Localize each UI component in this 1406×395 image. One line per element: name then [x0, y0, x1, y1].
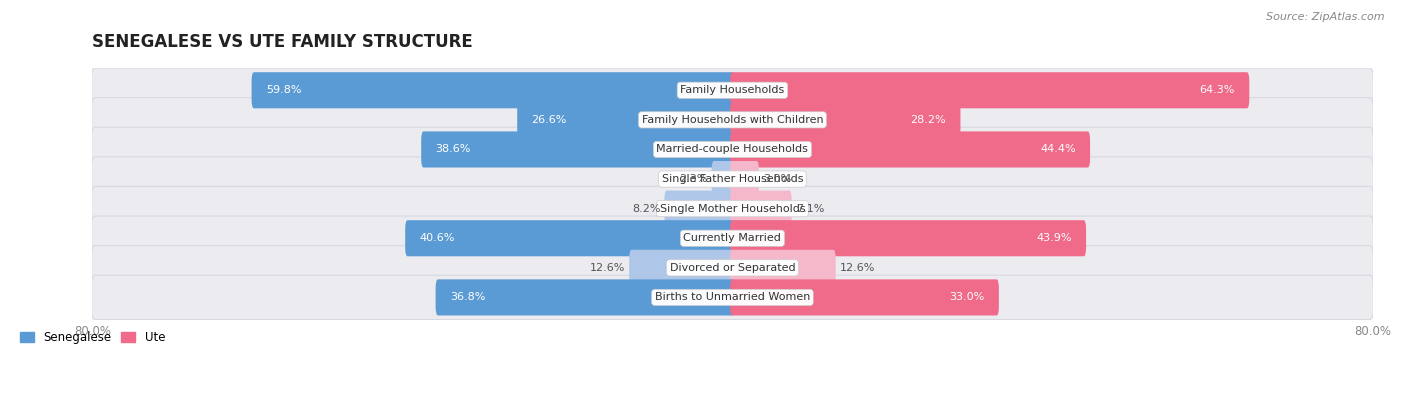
- Text: Births to Unmarried Women: Births to Unmarried Women: [655, 292, 810, 303]
- Text: 44.4%: 44.4%: [1040, 145, 1076, 154]
- FancyBboxPatch shape: [91, 157, 1374, 201]
- Text: 40.6%: 40.6%: [419, 233, 456, 243]
- Text: 28.2%: 28.2%: [911, 115, 946, 125]
- Text: Married-couple Households: Married-couple Households: [657, 145, 808, 154]
- Text: 33.0%: 33.0%: [949, 292, 984, 303]
- FancyBboxPatch shape: [730, 250, 835, 286]
- FancyBboxPatch shape: [91, 68, 1374, 113]
- Text: 36.8%: 36.8%: [450, 292, 485, 303]
- Legend: Senegalese, Ute: Senegalese, Ute: [15, 327, 170, 349]
- FancyBboxPatch shape: [730, 279, 998, 316]
- Text: 26.6%: 26.6%: [531, 115, 567, 125]
- Text: 59.8%: 59.8%: [266, 85, 301, 95]
- FancyBboxPatch shape: [730, 132, 1090, 167]
- FancyBboxPatch shape: [91, 216, 1374, 260]
- FancyBboxPatch shape: [730, 72, 1250, 108]
- FancyBboxPatch shape: [730, 191, 792, 227]
- FancyBboxPatch shape: [730, 102, 960, 138]
- Text: 43.9%: 43.9%: [1036, 233, 1071, 243]
- FancyBboxPatch shape: [422, 132, 735, 167]
- FancyBboxPatch shape: [91, 127, 1374, 172]
- Text: SENEGALESE VS UTE FAMILY STRUCTURE: SENEGALESE VS UTE FAMILY STRUCTURE: [93, 33, 472, 51]
- FancyBboxPatch shape: [91, 186, 1374, 231]
- Text: Family Households: Family Households: [681, 85, 785, 95]
- FancyBboxPatch shape: [730, 220, 1085, 256]
- FancyBboxPatch shape: [91, 98, 1374, 142]
- FancyBboxPatch shape: [91, 275, 1374, 320]
- Text: 7.1%: 7.1%: [796, 204, 824, 214]
- FancyBboxPatch shape: [91, 246, 1374, 290]
- Text: 8.2%: 8.2%: [631, 204, 661, 214]
- FancyBboxPatch shape: [405, 220, 735, 256]
- Text: Currently Married: Currently Married: [683, 233, 782, 243]
- FancyBboxPatch shape: [436, 279, 735, 316]
- Text: 12.6%: 12.6%: [839, 263, 875, 273]
- FancyBboxPatch shape: [730, 161, 759, 197]
- FancyBboxPatch shape: [517, 102, 735, 138]
- Text: Family Households with Children: Family Households with Children: [641, 115, 824, 125]
- Text: Single Father Households: Single Father Households: [662, 174, 803, 184]
- Text: 64.3%: 64.3%: [1199, 85, 1234, 95]
- Text: Divorced or Separated: Divorced or Separated: [669, 263, 796, 273]
- FancyBboxPatch shape: [711, 161, 735, 197]
- Text: 38.6%: 38.6%: [436, 145, 471, 154]
- FancyBboxPatch shape: [665, 191, 735, 227]
- Text: 2.3%: 2.3%: [679, 174, 707, 184]
- FancyBboxPatch shape: [630, 250, 735, 286]
- Text: Source: ZipAtlas.com: Source: ZipAtlas.com: [1267, 12, 1385, 22]
- Text: Single Mother Households: Single Mother Households: [659, 204, 806, 214]
- Text: 3.0%: 3.0%: [763, 174, 792, 184]
- Text: 12.6%: 12.6%: [591, 263, 626, 273]
- FancyBboxPatch shape: [252, 72, 735, 108]
